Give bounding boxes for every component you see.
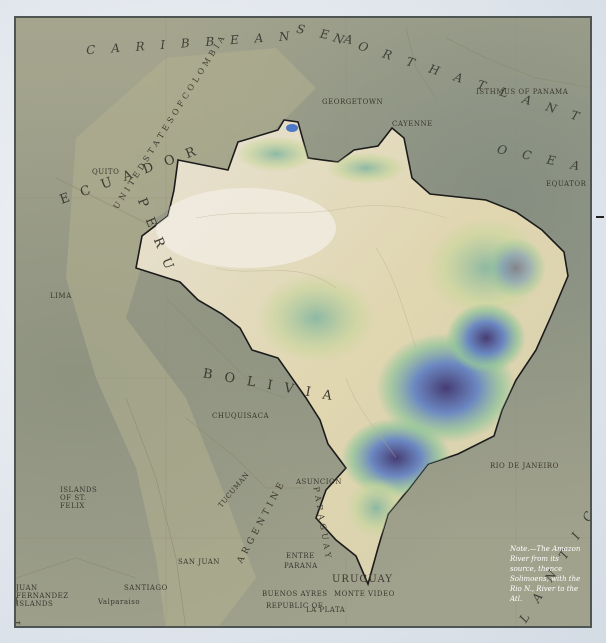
label-chuquisaca: CHUQUISACA bbox=[212, 412, 270, 420]
label-cayenne: CAYENNE bbox=[392, 120, 433, 128]
label-juan-fernandez: JUAN FERNANDEZ ISLANDS bbox=[16, 584, 69, 608]
label-santiago: SANTIAGO bbox=[124, 584, 168, 592]
label-st-felix: ISLANDS OF ST. FELIX bbox=[60, 486, 98, 510]
label-entre: ENTRE bbox=[286, 552, 315, 560]
label-georgetown: GEORGETOWN bbox=[322, 98, 384, 106]
label-quito: QUITO bbox=[92, 168, 120, 176]
label-montevideo: MONTE VIDEO bbox=[334, 590, 395, 598]
label-valparaiso: Valparaiso bbox=[98, 598, 141, 606]
label-san-juan: SAN JUAN bbox=[178, 558, 220, 566]
label-rio: RIO DE JANEIRO bbox=[490, 462, 559, 470]
label-republic-of: REPUBLIC OF bbox=[266, 602, 324, 610]
edge-mark bbox=[596, 216, 604, 218]
map-note: Note.—The Amazon River from its source, … bbox=[510, 545, 581, 603]
map-frame: C A R I B B E A N S E A N O R T H A T L … bbox=[14, 16, 592, 628]
lake bbox=[286, 124, 298, 132]
terrain-map bbox=[16, 18, 590, 626]
label-buenos-ayres: BUENOS AYRES bbox=[262, 590, 328, 598]
label-lima: LIMA bbox=[50, 292, 72, 300]
relief-layer bbox=[156, 136, 546, 538]
label-isthmus: ISTHMUS OF PANAMA bbox=[476, 88, 569, 96]
label-equator: EQUATOR bbox=[546, 180, 587, 188]
label-parana: PARANA bbox=[284, 562, 318, 570]
old-map-continent bbox=[66, 48, 316, 626]
label-uruguay: URUGUAY bbox=[332, 574, 393, 585]
label-asuncion: ASUNCION bbox=[296, 478, 342, 486]
label-la-plata: LA PLATA bbox=[306, 606, 346, 614]
